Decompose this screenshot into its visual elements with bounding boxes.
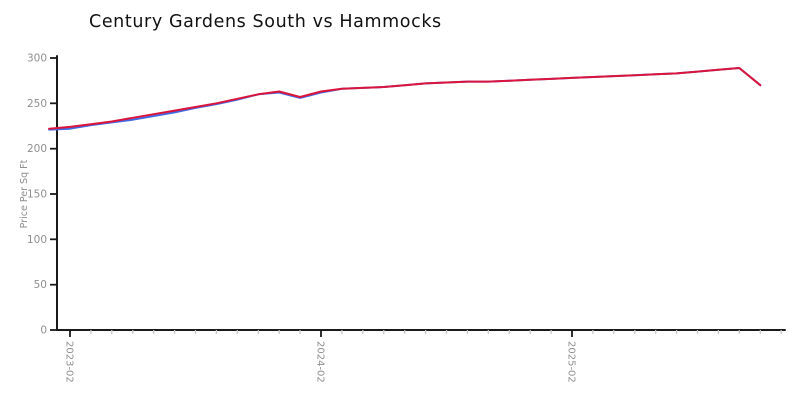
y-tick-label: 100 xyxy=(27,234,47,246)
axes-spines xyxy=(56,55,786,331)
x-tick-label: 2025-02 xyxy=(566,341,577,383)
series-line-hammocks xyxy=(48,67,762,130)
y-axis-label: Price Per Sq Ft xyxy=(19,159,30,228)
x-tick-label: 2023-02 xyxy=(64,341,75,383)
y-tick-label: 300 xyxy=(27,53,47,65)
y-tick-label: 250 xyxy=(27,98,47,110)
y-tick-label: 200 xyxy=(27,143,47,155)
y-tick-label: 0 xyxy=(40,325,47,337)
y-tick-label: 150 xyxy=(27,189,47,201)
y-tick-label: 50 xyxy=(34,279,47,291)
chart-title: Century Gardens South vs Hammocks xyxy=(89,12,442,32)
x-tick-label: 2024-02 xyxy=(315,341,326,383)
series-line-century-gardens-south xyxy=(48,67,762,131)
